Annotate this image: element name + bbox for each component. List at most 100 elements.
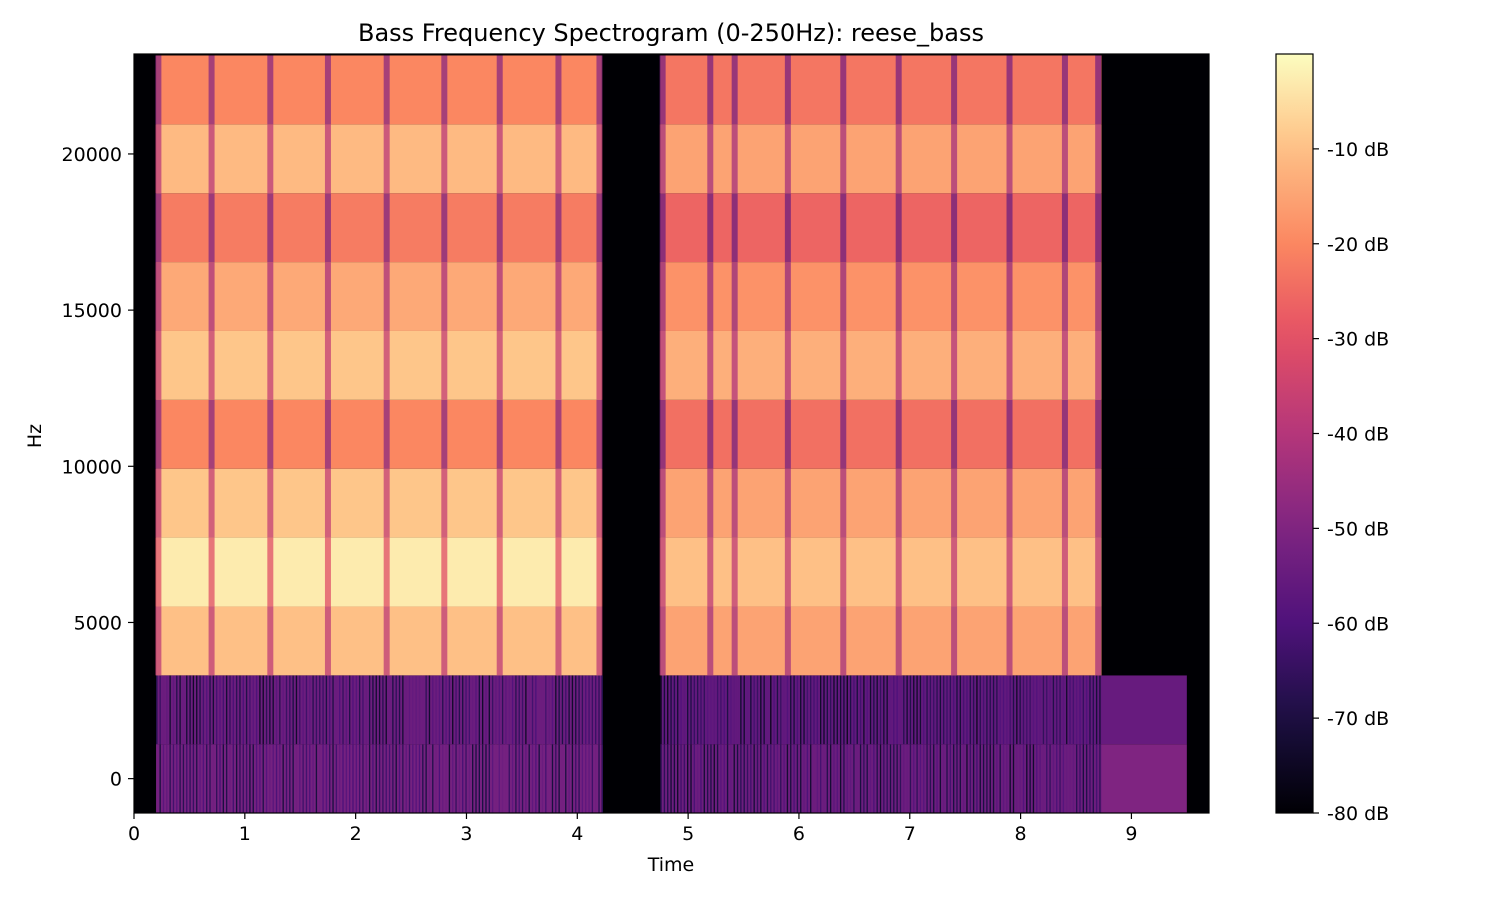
spectrogram-noise-stripe bbox=[1079, 675, 1081, 745]
spectrogram-noise-stripe bbox=[585, 675, 587, 745]
spectrogram-noise-stripe bbox=[225, 675, 228, 745]
spectrogram-noise-stripe bbox=[162, 744, 165, 814]
spectrogram-noise-stripe bbox=[736, 744, 739, 814]
spectrogram-noise-stripe bbox=[362, 675, 364, 745]
spectrogram-noise-stripe bbox=[962, 675, 965, 745]
spectrogram-noise-stripe bbox=[455, 675, 457, 745]
spectrogram-noise-stripe bbox=[720, 675, 722, 745]
spectrogram-noise-stripe bbox=[863, 675, 865, 745]
spectrogram-notch bbox=[731, 193, 738, 263]
spectrogram-noise-stripe bbox=[803, 675, 805, 745]
spectrogram-noise-stripe bbox=[485, 744, 487, 814]
spectrogram-noise-stripe bbox=[886, 675, 888, 745]
spectrogram-noise-stripe bbox=[166, 675, 168, 745]
x-axis-label: Time bbox=[647, 854, 695, 876]
spectrogram-noise-stripe bbox=[275, 744, 278, 814]
spectrogram-noise-stripe bbox=[162, 675, 165, 745]
colorbar-tick-label: -40 dB bbox=[1327, 424, 1389, 446]
spectrogram-cell bbox=[660, 468, 1102, 538]
spectrogram-noise-stripe bbox=[182, 675, 185, 745]
spectrogram-noise-stripe bbox=[1066, 744, 1068, 814]
spectrogram-noise-stripe bbox=[428, 744, 431, 814]
spectrogram-noise-stripe bbox=[395, 675, 397, 745]
spectrogram-noise-stripe bbox=[1032, 675, 1035, 745]
spectrogram-noise-stripe bbox=[578, 744, 580, 814]
spectrogram-noise-stripe bbox=[575, 675, 577, 745]
spectrogram-noise-stripe bbox=[976, 744, 978, 814]
spectrogram-notch bbox=[784, 330, 791, 400]
spectrogram-noise-stripe bbox=[783, 744, 785, 814]
spectrogram-cell bbox=[1101, 193, 1187, 263]
spectrogram-noise-stripe bbox=[1002, 744, 1005, 814]
spectrogram-noise-stripe bbox=[1062, 744, 1065, 814]
spectrogram-cell bbox=[660, 262, 1102, 331]
spectrogram-noise-stripe bbox=[598, 744, 600, 814]
spectrogram-noise-stripe bbox=[1042, 744, 1045, 814]
spectrogram-noise-stripe bbox=[670, 744, 672, 814]
spectrogram-noise-stripe bbox=[491, 744, 494, 814]
spectrogram-noise-stripe bbox=[986, 675, 988, 745]
y-tick-label: 20000 bbox=[62, 144, 122, 166]
spectrogram-cell bbox=[1101, 537, 1187, 607]
spectrogram-noise-stripe bbox=[706, 675, 709, 745]
spectrogram-noise-stripe bbox=[355, 675, 357, 745]
spectrogram-noise-stripe bbox=[776, 744, 779, 814]
spectrogram-noise-stripe bbox=[565, 675, 567, 745]
spectrogram-notch bbox=[659, 606, 666, 676]
spectrogram-noise-stripe bbox=[458, 744, 461, 814]
spectrogram-noise-stripe bbox=[836, 675, 838, 745]
spectrogram-noise-stripe bbox=[800, 744, 802, 814]
spectrogram-notch bbox=[208, 537, 215, 607]
spectrogram-notch bbox=[731, 330, 738, 400]
spectrogram-noise-stripe bbox=[295, 675, 298, 745]
spectrogram-noise-stripe bbox=[169, 744, 171, 814]
spectrogram-noise-stripe bbox=[312, 744, 314, 814]
spectrogram-notch bbox=[840, 193, 847, 263]
spectrogram-notch bbox=[555, 55, 562, 125]
spectrogram-noise-stripe bbox=[252, 675, 254, 745]
spectrogram-noise-stripe bbox=[856, 744, 858, 814]
spectrogram-noise-stripe bbox=[435, 744, 437, 814]
spectrogram-noise-stripe bbox=[435, 675, 437, 745]
spectrogram-noise-stripe bbox=[1049, 675, 1051, 745]
spectrogram-noise-stripe bbox=[555, 675, 557, 745]
spectrogram-notch bbox=[383, 330, 390, 400]
spectrogram-noise-stripe bbox=[269, 744, 271, 814]
spectrogram-noise-stripe bbox=[726, 744, 729, 814]
spectrogram-notch bbox=[840, 262, 847, 331]
spectrogram-noise-stripe bbox=[478, 675, 480, 745]
spectrogram-notch bbox=[555, 468, 562, 538]
spectrogram-noise-stripe bbox=[402, 675, 404, 745]
spectrogram-notch bbox=[324, 55, 331, 125]
spectrogram-notch bbox=[784, 537, 791, 607]
spectrogram-noise-stripe bbox=[156, 744, 158, 814]
spectrogram-cell bbox=[1101, 262, 1187, 331]
spectrogram-noise-stripe bbox=[770, 744, 772, 814]
spectrogram-cell bbox=[1101, 330, 1187, 400]
spectrogram-noise-stripe bbox=[1029, 675, 1031, 745]
spectrogram-noise-stripe bbox=[455, 744, 457, 814]
spectrogram-notch bbox=[208, 606, 215, 676]
x-axis-ticks: 0 1 2 3 4 5 6 7 8 9 bbox=[128, 813, 1137, 845]
colorbar-tick-label: -20 dB bbox=[1327, 234, 1389, 256]
spectrogram-noise-stripe bbox=[943, 744, 945, 814]
spectrogram-noise-stripe bbox=[859, 744, 862, 814]
spectrogram-noise-stripe bbox=[810, 744, 812, 814]
spectrogram-noise-stripe bbox=[249, 744, 251, 814]
spectrogram-noise-stripe bbox=[186, 744, 188, 814]
spectrogram-noise-stripe bbox=[518, 675, 520, 745]
spectrogram-noise-stripe bbox=[999, 675, 1001, 745]
spectrogram-noise-stripe bbox=[690, 744, 692, 814]
spectrogram-noise-stripe bbox=[465, 675, 467, 745]
spectrogram-notch bbox=[324, 262, 331, 331]
spectrogram-noise-stripe bbox=[1069, 744, 1071, 814]
spectrogram-noise-stripe bbox=[793, 675, 795, 745]
spectrogram-noise-stripe bbox=[1072, 744, 1075, 814]
spectrogram-noise-stripe bbox=[561, 744, 564, 814]
spectrogram-noise-stripe bbox=[1026, 675, 1028, 745]
spectrogram-noise-stripe bbox=[790, 744, 792, 814]
spectrogram-notch bbox=[155, 124, 162, 194]
spectrogram-noise-stripe bbox=[305, 744, 308, 814]
spectrogram-notch bbox=[383, 124, 390, 194]
spectrogram-noise-stripe bbox=[899, 744, 902, 814]
